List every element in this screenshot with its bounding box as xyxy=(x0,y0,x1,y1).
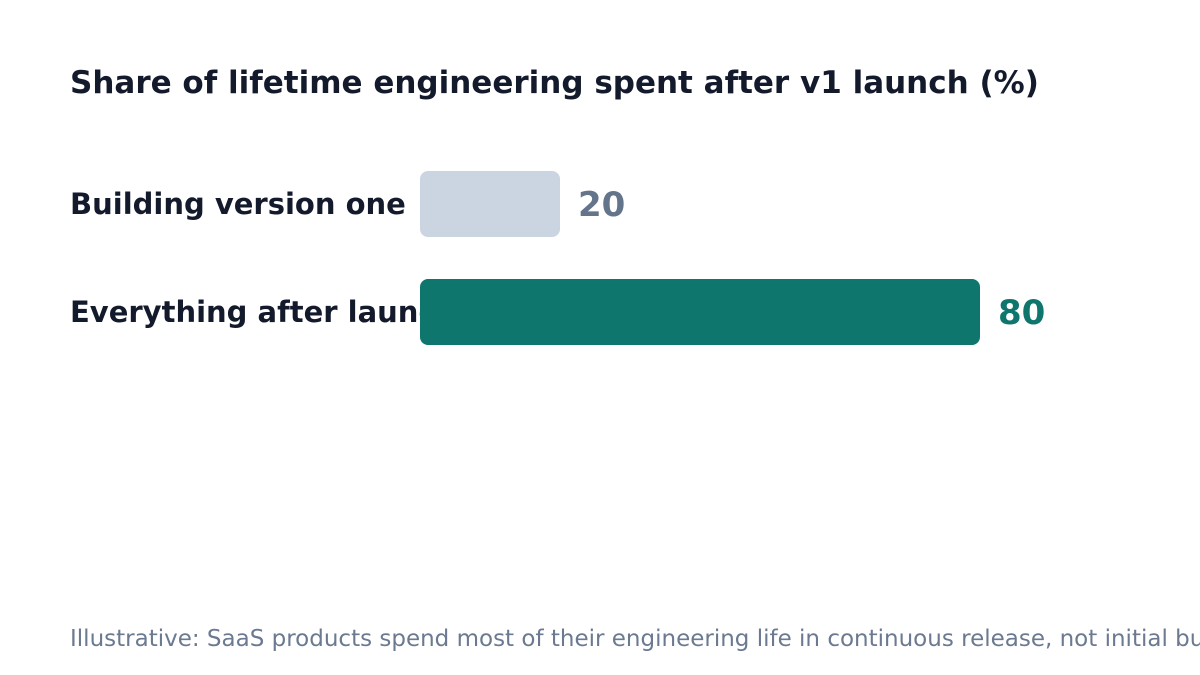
bars-layer: Building version one 20 Everything after l… xyxy=(70,171,1045,345)
category-label: Building version one xyxy=(70,187,406,221)
value-label: 80 xyxy=(998,293,1045,333)
bar xyxy=(420,279,980,345)
chart-title: Share of lifetime engineering spent afte… xyxy=(70,65,1039,101)
bar xyxy=(420,171,560,237)
value-label: 20 xyxy=(578,185,625,225)
category-label: Everything after launch xyxy=(70,295,456,329)
chart-footnote: Illustrative: SaaS products spend most o… xyxy=(70,626,1200,652)
